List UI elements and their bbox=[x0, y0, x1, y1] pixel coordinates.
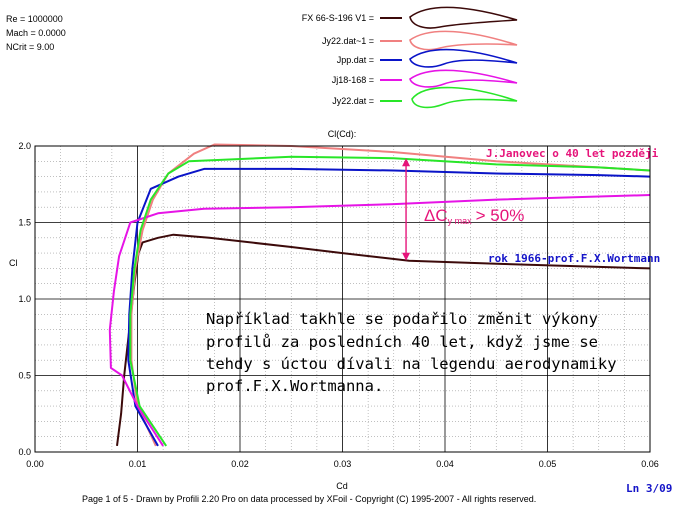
legend-label: Jy22.dat~1 = bbox=[322, 36, 374, 46]
y-tick-label: 0.0 bbox=[18, 447, 31, 457]
legend-label: FX 66-S-196 V1 = bbox=[302, 13, 374, 23]
legend: FX 66-S-196 V1 = Jy22.dat~1 = Jpp.dat = Jj1… bbox=[302, 6, 518, 109]
top-note: J.Janovec o 40 let později bbox=[486, 147, 659, 160]
airfoil-profile-icon bbox=[409, 6, 518, 29]
paragraph-line-1: Například takhle se podařilo změnit výko… bbox=[206, 310, 598, 328]
airfoil-profile-icon bbox=[409, 69, 518, 88]
param-ncrit: NCrit = 9.00 bbox=[6, 42, 54, 52]
paragraph-line-2: profilů za posledních 40 let, když jsme … bbox=[206, 333, 598, 351]
legend-label: Jpp.dat = bbox=[337, 55, 374, 65]
plot-area bbox=[34, 143, 651, 453]
delta-arrow-head-up bbox=[402, 158, 411, 167]
series-line bbox=[129, 155, 651, 447]
delta-prefix: ΔC bbox=[424, 206, 448, 225]
series-line bbox=[127, 167, 651, 447]
major-grid bbox=[35, 146, 650, 452]
x-axis-ticks: 0.00 0.01 0.02 0.03 0.04 0.05 0.06 bbox=[26, 459, 659, 469]
paragraph-note: Například takhle se podařilo změnit výko… bbox=[206, 310, 617, 395]
series-line bbox=[108, 194, 651, 447]
delta-arrow-head-down bbox=[402, 252, 411, 261]
param-mach: Mach = 0.0000 bbox=[6, 28, 66, 38]
x-tick-label: 0.06 bbox=[641, 459, 659, 469]
x-axis-label: Cd bbox=[336, 481, 348, 491]
param-re: Re = 1000000 bbox=[6, 14, 63, 24]
delta-arrow bbox=[402, 158, 411, 261]
annotations: J.Janovec o 40 let později rok 1966-prof… bbox=[206, 147, 660, 395]
bottom-note: rok 1966-prof.F.X.Wortmann bbox=[488, 252, 660, 265]
x-tick-label: 0.02 bbox=[231, 459, 249, 469]
paragraph-line-4: prof.F.X.Wortmanna. bbox=[206, 377, 383, 395]
series-line bbox=[116, 233, 651, 447]
y-axis-ticks: 0.0 0.5 1.0 1.5 2.0 bbox=[18, 141, 31, 457]
legend-label: Jy22.dat = bbox=[332, 96, 374, 106]
y-tick-label: 2.0 bbox=[18, 141, 31, 151]
airfoil-profile-icon bbox=[409, 30, 518, 51]
y-tick-label: 1.5 bbox=[18, 218, 31, 228]
plot-frame bbox=[34, 145, 651, 453]
delta-cl-label: ΔCy max > 50% bbox=[424, 206, 524, 226]
x-tick-label: 0.05 bbox=[539, 459, 557, 469]
airfoil-profile-icon bbox=[409, 48, 518, 68]
y-tick-label: 1.0 bbox=[18, 294, 31, 304]
paragraph-line-3: tehdy s úctou dívali na legendu aerodyna… bbox=[206, 355, 617, 373]
airfoil-profile-icon bbox=[411, 86, 518, 109]
chart-title: Cl(Cd): bbox=[328, 129, 357, 139]
x-tick-label: 0.00 bbox=[26, 459, 44, 469]
y-axis-label: Cl bbox=[9, 258, 18, 268]
line-indicator: Ln 3/09 bbox=[626, 482, 672, 495]
legend-label: Jj18-168 = bbox=[332, 75, 374, 85]
y-tick-label: 0.5 bbox=[18, 371, 31, 381]
x-tick-label: 0.03 bbox=[334, 459, 352, 469]
x-tick-label: 0.04 bbox=[436, 459, 454, 469]
run-parameters: Re = 1000000 Mach = 0.0000 NCrit = 9.00 bbox=[6, 14, 66, 52]
footer-text: Page 1 of 5 - Drawn by Profili 2.20 Pro … bbox=[82, 494, 536, 504]
delta-subscript: y max bbox=[448, 216, 473, 226]
x-tick-label: 0.01 bbox=[129, 459, 147, 469]
delta-suffix: > 50% bbox=[476, 206, 525, 225]
series-lines bbox=[108, 143, 651, 447]
